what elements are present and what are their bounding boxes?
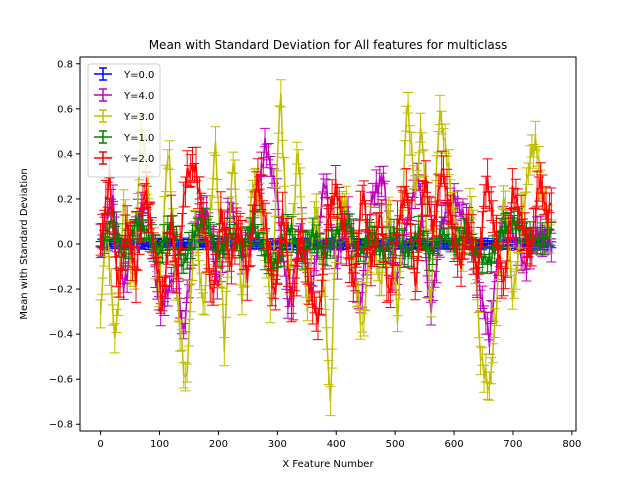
legend-item: Y=2.0: [94, 151, 154, 165]
y-tick-label: 0.2: [57, 194, 73, 205]
x-tick-label: 500: [386, 439, 405, 450]
chart-title: Mean with Standard Deviation for All fea…: [149, 38, 508, 52]
y-tick-label: −0.4: [49, 330, 73, 341]
x-tick-label: 700: [503, 439, 522, 450]
x-tick-label: 600: [445, 439, 464, 450]
x-tick-label: 800: [562, 439, 581, 450]
legend-marker: [94, 130, 112, 144]
x-tick-label: 200: [209, 439, 228, 450]
x-tick-label: 100: [150, 439, 169, 450]
legend-marker: [94, 151, 112, 165]
series-line: [99, 93, 553, 402]
y-tick-label: 0.4: [57, 149, 73, 160]
legend-item: Y=3.0: [94, 109, 154, 123]
series-line: [99, 163, 552, 325]
y-tick-label: 0.0: [57, 240, 73, 251]
series-layer: [95, 79, 557, 417]
legend-item: Y=1.0: [94, 130, 154, 144]
x-tick-label: 400: [327, 439, 346, 450]
legend-label: Y=2.0: [123, 154, 154, 165]
x-tick-label: 300: [268, 439, 287, 450]
legend-marker: [94, 88, 112, 102]
legend-marker: [94, 109, 112, 123]
y-axis: −0.8 −0.6 −0.4 −0.2 0.0 0.2 0.4 0.6 0.8: [49, 59, 80, 431]
y-tick-label: 0.8: [57, 59, 73, 70]
y-tick-label: −0.6: [49, 375, 73, 386]
y-tick-label: −0.8: [49, 420, 73, 431]
series-Y=2.0: [95, 146, 557, 341]
legend-item: Y=0.0: [94, 67, 154, 81]
legend: Y=0.0 Y=4.0 Y=3.0 Y=1.0 Y=2.0: [87, 63, 161, 178]
x-tick-label: 0: [97, 439, 103, 450]
y-tick-label: 0.6: [57, 104, 73, 115]
legend-label: Y=0.0: [123, 70, 154, 81]
y-axis-label: Mean with Standard Deviation: [19, 168, 30, 319]
y-tick-label: −0.2: [49, 285, 73, 296]
legend-box: [87, 63, 161, 178]
legend-marker: [94, 67, 112, 81]
legend-label: Y=4.0: [123, 91, 154, 102]
legend-item: Y=4.0: [94, 88, 154, 102]
legend-label: Y=3.0: [123, 112, 154, 123]
legend-label: Y=1.0: [123, 133, 154, 144]
x-axis: 0 100 200 300 400 500 600 700 800: [97, 431, 581, 450]
x-axis-label: X Feature Number: [282, 459, 374, 470]
plot-area: [79, 56, 577, 432]
